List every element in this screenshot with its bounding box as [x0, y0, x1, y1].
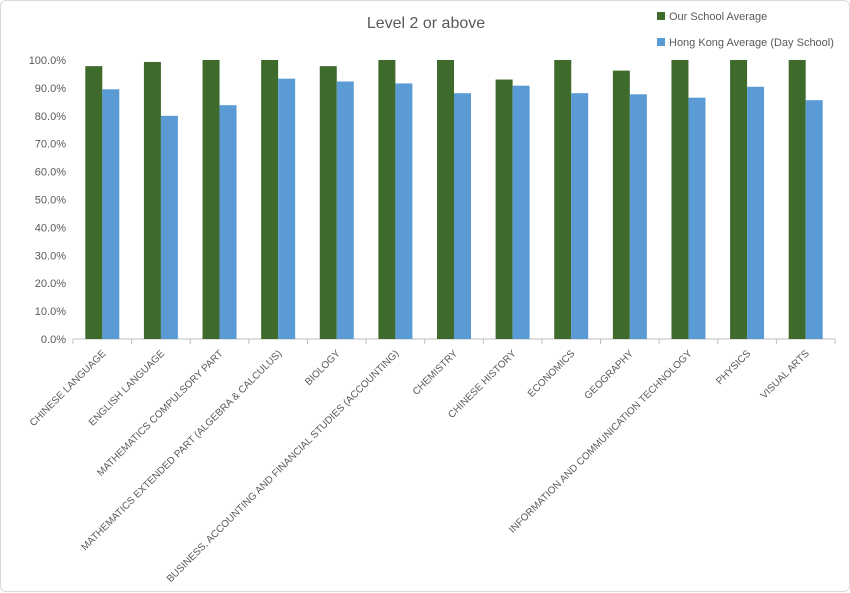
y-tick-label: 70.0%	[35, 139, 66, 151]
y-tick-label: 90.0%	[35, 83, 66, 95]
category-label: BUSINESS, ACCOUNTING AND FINANCIAL STUDI…	[165, 348, 402, 585]
category-label: GEOGRAPHY	[583, 348, 637, 402]
y-tick-label: 50.0%	[35, 195, 66, 207]
bar-hong-kong	[512, 85, 530, 339]
bar-hong-kong	[219, 105, 237, 339]
bar-our-school	[319, 66, 337, 339]
bar-our-school	[85, 66, 103, 339]
category-label: MATHEMATICS COMPULSORY PART	[95, 348, 225, 478]
bar-hong-kong	[102, 89, 120, 339]
bar-hong-kong	[278, 78, 296, 340]
y-tick-label: 0.0%	[41, 334, 66, 346]
bar-hong-kong	[336, 81, 354, 339]
bar-hong-kong	[805, 100, 823, 340]
category-label: VISUAL ARTS	[759, 348, 812, 401]
y-axis: 0.0% 10.0% 20.0% 30.0% 40.0% 50.0% 60.0% 70.0% 8…	[29, 55, 67, 346]
bar-our-school	[554, 60, 572, 339]
category-label: ECONOMICS	[526, 348, 578, 400]
y-tick-label: 80.0%	[35, 111, 66, 123]
bar-our-school	[437, 60, 454, 339]
bar-hong-kong	[747, 86, 765, 339]
bar-hong-kong	[454, 93, 471, 340]
bar-our-school	[788, 60, 806, 339]
bar-our-school	[612, 70, 630, 340]
category-label: MATHEMATICS EXTENDED PART (ALGEBRA & CAL…	[80, 348, 285, 553]
category-label: BIOLOGY	[303, 348, 343, 388]
bar-hong-kong	[160, 115, 178, 339]
y-tick-label: 60.0%	[35, 167, 66, 179]
legend-swatch	[657, 38, 665, 46]
bar-our-school	[671, 60, 689, 339]
legend-swatch	[657, 12, 665, 20]
bar-our-school	[730, 60, 748, 339]
category-label: CHEMISTRY	[411, 348, 461, 398]
bar-hong-kong	[395, 83, 413, 339]
bar-hong-kong	[571, 93, 589, 340]
category-label: PHYSICS	[714, 348, 753, 387]
bar-our-school	[378, 60, 396, 339]
bar-hong-kong	[688, 97, 706, 339]
bars	[85, 60, 823, 340]
legend-label: Our School Average	[669, 11, 767, 23]
y-tick-label: 30.0%	[35, 250, 66, 262]
y-tick-label: 100.0%	[29, 55, 67, 67]
y-tick-label: 10.0%	[35, 306, 66, 318]
legend: Our School Average Hong Kong Average (Day…	[657, 11, 834, 49]
chart-title: Level 2 or above	[367, 15, 485, 32]
bar-our-school	[202, 60, 220, 339]
legend-label: Hong Kong Average (Day School)	[669, 37, 834, 49]
category-label: CHINESE HISTORY	[446, 348, 519, 421]
bar-our-school	[143, 61, 161, 339]
bar-our-school	[261, 60, 279, 339]
bar-hong-kong	[629, 94, 647, 339]
y-tick-label: 20.0%	[35, 278, 66, 290]
y-tick-label: 40.0%	[35, 222, 66, 234]
bar-our-school	[495, 79, 513, 339]
